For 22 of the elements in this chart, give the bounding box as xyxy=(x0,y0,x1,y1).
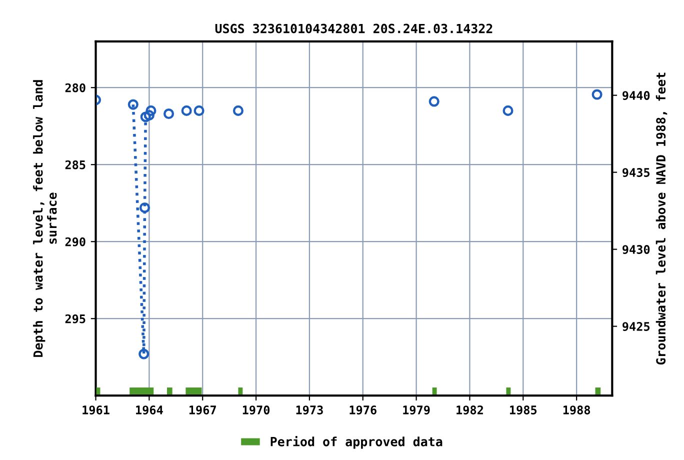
y2-axis-title: Groundwater level above NAVD 1988, feet xyxy=(656,72,668,365)
y2-tick-label: 9430 xyxy=(622,245,650,254)
x-tick-label: 1985 xyxy=(510,406,537,415)
x-tick-label: 1973 xyxy=(296,406,323,415)
x-tick-label: 1964 xyxy=(136,406,163,415)
y-tick-label: 290 xyxy=(65,237,86,246)
y-tick-label: 280 xyxy=(65,83,86,92)
y2-tick-label: 9425 xyxy=(622,322,650,332)
y2-tick-label: 9440 xyxy=(622,91,650,100)
x-tick-label: 1979 xyxy=(403,406,430,415)
chart-title: USGS 323610104342801 20S.24E.03.14322 xyxy=(215,24,492,34)
y-tick-label: 295 xyxy=(65,314,86,324)
x-tick-label: 1988 xyxy=(563,406,590,415)
x-tick-label: 1967 xyxy=(189,406,216,415)
y-axis-title: Depth to water level, feet below land surface xyxy=(33,80,57,357)
y-tick-label: 285 xyxy=(65,160,86,170)
x-tick-label: 1982 xyxy=(456,406,483,415)
x-tick-label: 1961 xyxy=(82,406,110,415)
legend-label: Period of approved data xyxy=(270,436,442,449)
x-tick-label: 1976 xyxy=(350,406,376,415)
y2-tick-label: 9435 xyxy=(622,168,650,178)
x-tick-label: 1970 xyxy=(242,406,270,415)
